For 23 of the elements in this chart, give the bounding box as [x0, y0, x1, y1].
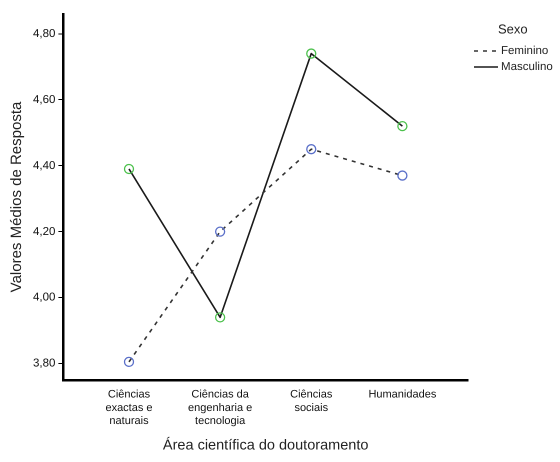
y-tick-label: 4,80: [32, 28, 56, 40]
legend-title: Sexo: [498, 22, 528, 37]
x-axis-title: Área científica do doutoramento: [162, 436, 368, 454]
point: [214, 312, 226, 322]
legend-label: Masculino: [501, 61, 553, 74]
point: [124, 356, 134, 368]
y-tick-label: 4,60: [32, 94, 56, 106]
x-tick-label: Ciências exactas e naturais: [105, 388, 153, 428]
x-tick-label: Ciências sociais: [290, 388, 333, 414]
y-tick-label: 4,40: [32, 160, 56, 172]
point: [214, 226, 226, 237]
y-tick-label: 4,20: [32, 226, 56, 238]
y-axis-title: Valores Médios de Resposta: [8, 101, 26, 292]
legend-label: Feminino: [501, 45, 548, 58]
point: [124, 164, 134, 174]
x-tick-label: Humanidades: [368, 388, 437, 401]
point: [397, 120, 408, 132]
point: [306, 48, 316, 59]
point: [397, 170, 408, 181]
x-tick-label: Ciências da engenharia e tecnologia: [188, 388, 252, 428]
y-tick-label: 4,00: [32, 292, 56, 304]
y-tick-label: 3,80: [32, 358, 56, 370]
point: [306, 144, 316, 154]
